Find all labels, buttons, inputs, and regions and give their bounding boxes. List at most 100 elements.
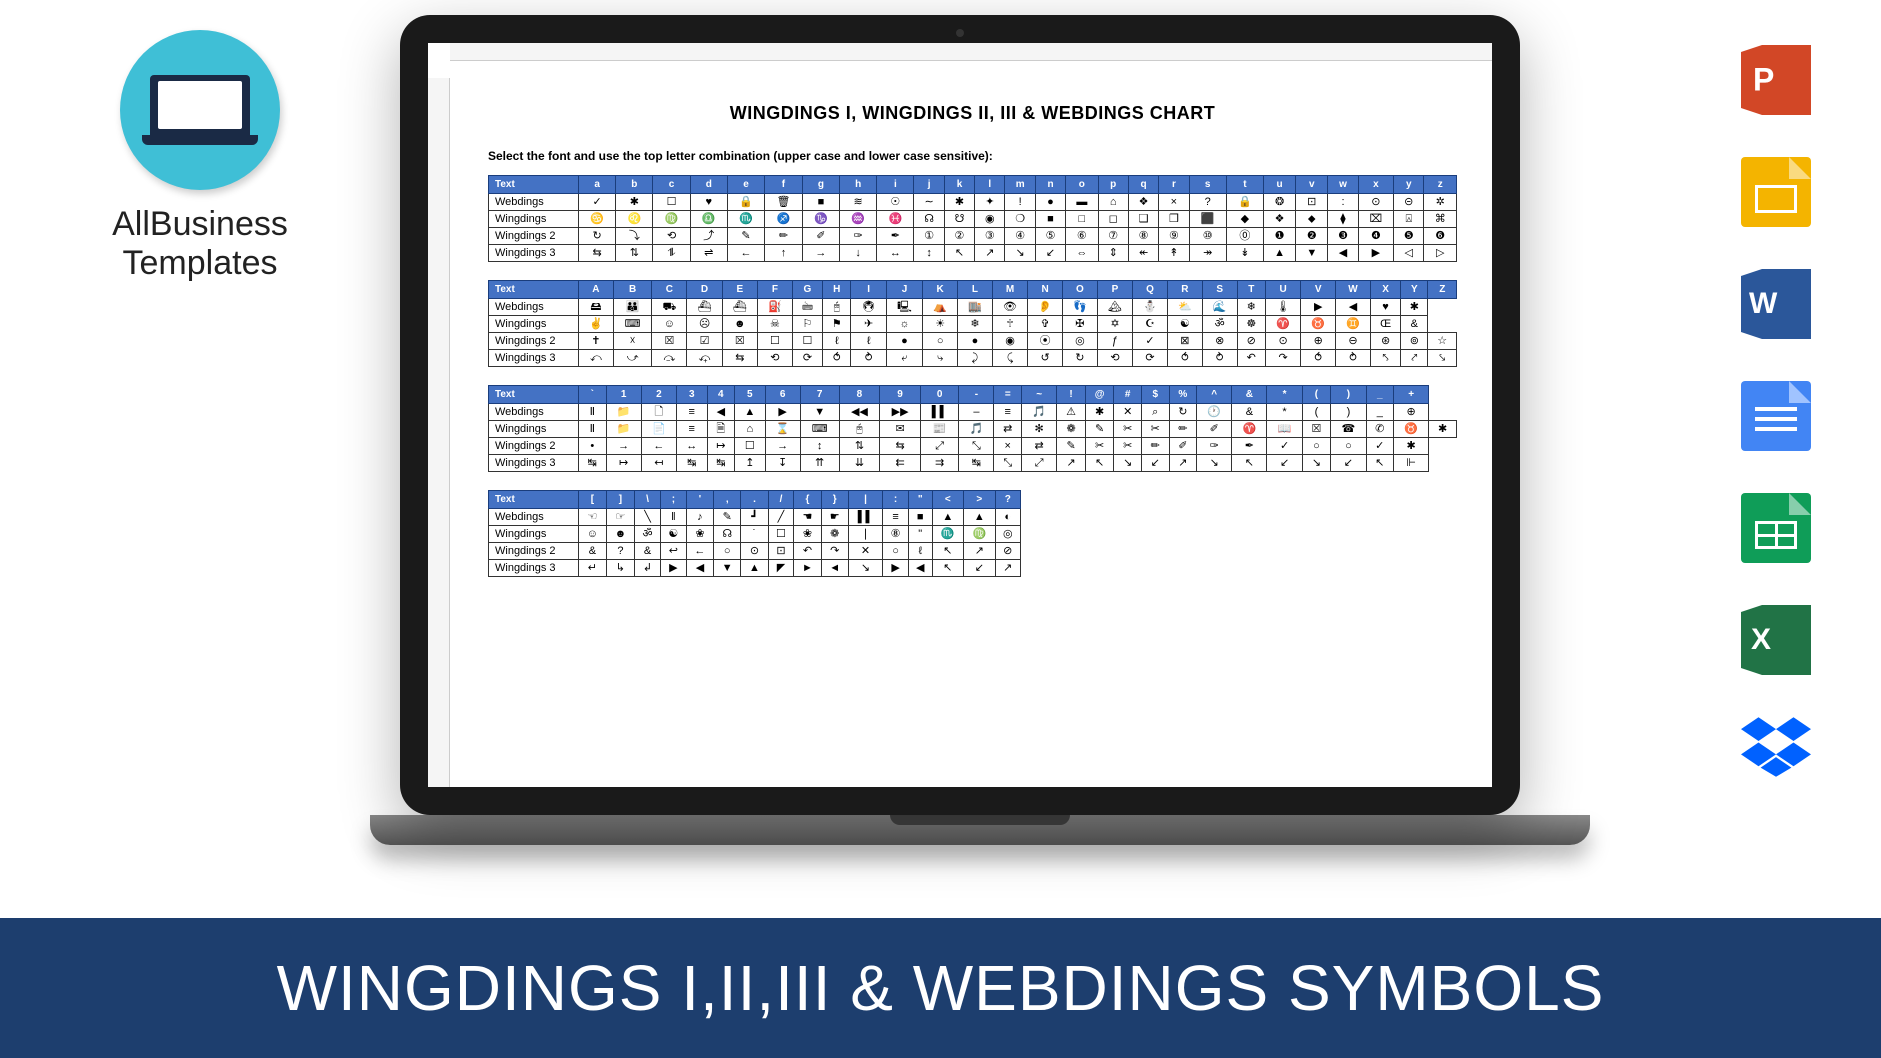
symbol-cell: ⚑ — [823, 316, 851, 333]
symbol-cell: ↞ — [1128, 245, 1158, 262]
symbol-cell: ☋ — [944, 211, 974, 228]
dropbox-icon[interactable] — [1741, 717, 1811, 777]
symbol-cell: & — [1401, 316, 1428, 333]
symbol-cell: ▌▌ — [848, 509, 882, 526]
symbol-cell: ↳ — [606, 560, 634, 577]
symbol-cell: ⟲ — [1097, 350, 1132, 367]
symbol-cell: & — [635, 543, 661, 560]
symbol-cell: ❒ — [1159, 211, 1189, 228]
symbol-cell: ⇆ — [722, 350, 757, 367]
symbol-cell: ↟ — [1159, 245, 1189, 262]
symbol-cell: ◎ — [1063, 333, 1098, 350]
col-header: F — [757, 281, 792, 299]
symbol-cell: ↡ — [1226, 245, 1263, 262]
symbol-cell: ↘ — [1302, 455, 1331, 472]
symbol-cell: ↻ — [579, 228, 616, 245]
symbol-cell: 🎵 — [1022, 404, 1057, 421]
word-icon[interactable] — [1741, 269, 1811, 339]
symbol-cell: ⊙ — [741, 543, 768, 560]
symbol-cell: ⤵ — [616, 228, 653, 245]
symbol-cell: ♍ — [653, 211, 690, 228]
symbol-cell: ✐ — [1169, 438, 1197, 455]
col-header: W — [1336, 281, 1371, 299]
document-subtitle: Select the font and use the top letter c… — [488, 149, 1457, 163]
symbol-cell: ❄ — [958, 316, 993, 333]
symbol-cell: ⤣ — [1370, 350, 1400, 367]
col-header: * — [1267, 386, 1302, 404]
symbol-cell: ⇌ — [690, 245, 727, 262]
symbol-cell: ↘ — [848, 560, 882, 577]
col-header: @ — [1085, 386, 1113, 404]
symbol-cell: ▶ — [765, 404, 800, 421]
col-header: : — [883, 491, 909, 509]
col-header: N — [1028, 281, 1063, 299]
google-slides-icon[interactable] — [1741, 157, 1811, 227]
symbol-cell: ↕ — [800, 438, 839, 455]
symbol-cell: ⌘ — [1424, 211, 1457, 228]
symbol-cell: ⑦ — [1098, 228, 1128, 245]
symbol-cell: ℓ — [851, 333, 886, 350]
symbol-cell: ♌ — [616, 211, 653, 228]
col-header: 1 — [606, 386, 641, 404]
symbol-cell: ⬥ — [1296, 211, 1328, 228]
col-header: a — [579, 176, 616, 194]
symbol-cell: ▬ — [1066, 194, 1098, 211]
symbol-cell: ■ — [908, 509, 932, 526]
symbol-cell: ॐ — [1202, 316, 1237, 333]
symbol-cell: ☜ — [579, 509, 607, 526]
symbol-cell: ✓ — [1133, 333, 1168, 350]
symbol-cell: ♏ — [932, 526, 964, 543]
symbol-cell: → — [802, 245, 839, 262]
row-label: Wingdings 2 — [489, 228, 579, 245]
symbol-cell: ♒ — [840, 211, 877, 228]
symbol-cell: ⊕ — [1394, 404, 1429, 421]
symbol-cell: ← — [686, 543, 713, 560]
symbol-cell: ❄ — [1237, 299, 1265, 316]
symbol-cell: Ⅱ — [579, 421, 607, 438]
symbol-cell: 🖰 — [839, 421, 880, 438]
symbol-cell: ✏ — [1169, 421, 1197, 438]
symbol-cell: ◀ — [908, 560, 932, 577]
col-header: i — [877, 176, 914, 194]
symbol-cell: ◁ — [1394, 245, 1424, 262]
symbol-cell: ▶ — [1301, 299, 1336, 316]
col-header: ^ — [1197, 386, 1232, 404]
symbol-cell: ✱ — [1394, 438, 1429, 455]
symbol-cell: ˙ — [741, 526, 768, 543]
col-header: x — [1358, 176, 1393, 194]
symbol-cell: ● — [886, 333, 922, 350]
horizontal-ruler — [450, 43, 1492, 61]
symbol-cell: ☊ — [714, 526, 741, 543]
symbol-cell: ✎ — [1085, 421, 1113, 438]
symbol-cell: ⊘ — [1237, 333, 1265, 350]
laptop-mockup: WINGDINGS I, WINGDINGS II, III & WEBDING… — [370, 15, 1550, 885]
symbol-table-3: Text[]\;',./{}|:"<>?Webdings☜☞╲‖♪✎┛╱☚☛▌▌… — [488, 490, 1021, 577]
col-header: u — [1264, 176, 1296, 194]
symbol-cell: ⛴ — [722, 299, 757, 316]
symbol-cell: ⤤ — [1401, 350, 1428, 367]
col-header: Z — [1428, 281, 1457, 299]
google-sheets-icon[interactable] — [1741, 493, 1811, 563]
symbol-cell: ▶ — [1358, 245, 1393, 262]
google-docs-icon[interactable] — [1741, 381, 1811, 451]
symbol-cell: ④ — [1005, 228, 1035, 245]
col-header: D — [687, 281, 722, 299]
powerpoint-icon[interactable] — [1741, 45, 1811, 115]
logo-circle — [120, 30, 280, 190]
symbol-cell: ⬛ — [1189, 211, 1226, 228]
symbol-cell: ⊘ — [995, 543, 1020, 560]
col-header: k — [944, 176, 974, 194]
symbol-cell: ❑ — [1128, 211, 1158, 228]
symbol-cell: ► — [794, 560, 821, 577]
col-header: R — [1167, 281, 1202, 299]
col-header: c — [653, 176, 690, 194]
symbol-cell: ⇆ — [880, 438, 921, 455]
symbol-cell: ↠ — [1189, 245, 1226, 262]
symbol-cell: ☎ — [1331, 421, 1366, 438]
symbol-cell: ✑ — [840, 228, 877, 245]
symbol-cell: ⇄ — [1022, 438, 1057, 455]
symbol-cell: ☚ — [794, 509, 821, 526]
col-header: ~ — [1022, 386, 1057, 404]
symbol-cell: ↥ — [735, 455, 765, 472]
excel-icon[interactable] — [1741, 605, 1811, 675]
